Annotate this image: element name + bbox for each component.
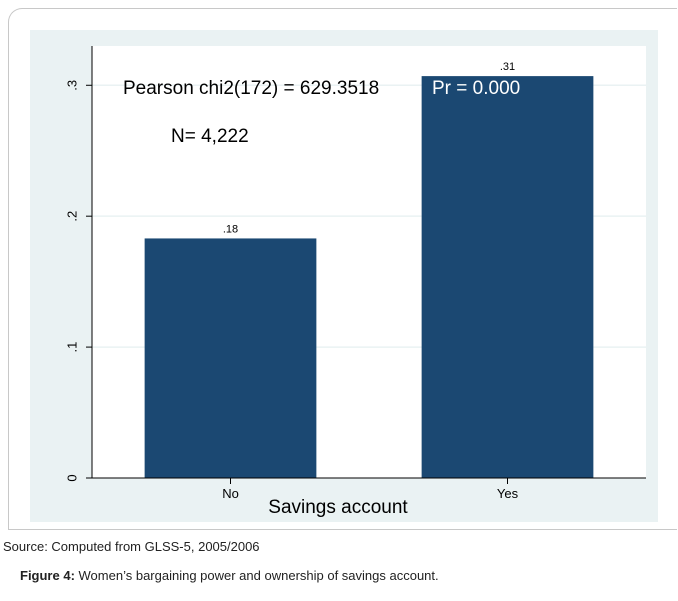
x-tick-label: Yes (497, 486, 519, 501)
x-axis-title: Savings account (268, 497, 408, 518)
n-annotation: N= 4,222 (171, 126, 249, 147)
bar-no (144, 238, 317, 478)
bars (144, 76, 594, 478)
y-tick-label: .3 (65, 80, 80, 91)
chi2-annotation: Pearson chi2(172) = 629.3518 (123, 78, 379, 99)
y-tick-label: .1 (65, 342, 80, 353)
source-note: Source: Computed from GLSS-5, 2005/2006 (3, 539, 260, 554)
bar-yes (421, 76, 594, 478)
y-ticks: 0 .1 .2 .3 (65, 80, 92, 482)
y-tick-label: 0 (65, 474, 80, 481)
bar-value-labels: .18 .31 (223, 61, 515, 235)
p-value-annotation: Pr = 0.000 (432, 78, 520, 99)
x-tick-labels: No Yes (222, 478, 519, 501)
caption-text: Women’s bargaining power and ownership o… (74, 568, 439, 583)
figure-caption: Figure 4: Women’s bargaining power and o… (20, 568, 439, 583)
y-tick-label: .2 (65, 211, 80, 222)
bar-value-label: .31 (500, 61, 515, 73)
bar-value-label: .18 (223, 223, 238, 235)
figure-label: Figure 4: (20, 568, 75, 583)
x-tick-label: No (222, 486, 239, 501)
